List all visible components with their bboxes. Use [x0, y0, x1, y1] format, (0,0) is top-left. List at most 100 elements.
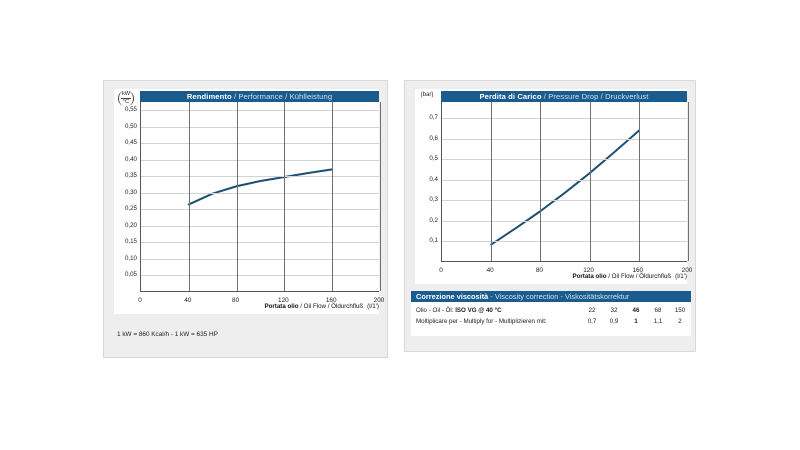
performance-title-alt: / Performance / Kühlleistung — [231, 92, 333, 101]
y-tick-label: 0,45 — [124, 139, 137, 147]
grid-line-vertical — [639, 102, 640, 261]
viscosity-row-multiplier: Moltiplicare per - Multiply for - Multip… — [416, 318, 547, 325]
iso-grade-value: 32 — [610, 307, 618, 314]
y-unit-denominator: °C — [122, 98, 130, 105]
pressure-drop-title-alt: / Pressure Drop / Druckverlust — [541, 92, 649, 101]
multiplier-value: 0,7 — [587, 318, 597, 325]
grid-line-horizontal — [141, 209, 379, 210]
y-tick-label: 0,55 — [124, 106, 137, 114]
multiplier-value: 0,9 — [609, 318, 619, 325]
grid-line-vertical — [491, 102, 492, 261]
grid-line-vertical — [189, 102, 190, 291]
x-label-main: Portata olio — [572, 273, 607, 280]
y-tick-label: 0,7 — [429, 114, 438, 122]
iso-label-plain: Olio - Oil - Öl: — [416, 307, 456, 314]
y-axis-unit-pressure: (bar) — [420, 92, 434, 98]
performance-x-axis-label: Portata olio / Oil Flow / Öldurchfluß (l/… — [169, 303, 379, 310]
viscosity-header-alt: - Viscosity correction - Viskositätskorr… — [488, 292, 630, 301]
grid-line-horizontal — [442, 241, 687, 242]
grid-line-horizontal — [141, 160, 379, 161]
iso-grade-value: 150 — [674, 307, 686, 314]
y-tick-label: 0,25 — [124, 205, 137, 213]
iso-grade-value: 22 — [588, 307, 596, 314]
y-tick-label: 0,5 — [429, 155, 438, 163]
grid-line-vertical — [688, 102, 689, 261]
iso-grade-value: 68 — [654, 307, 662, 314]
viscosity-correction-table: Correzione viscosità - Viscosity correct… — [411, 291, 691, 336]
grid-line-horizontal — [442, 180, 687, 181]
y-tick-label: 0,40 — [124, 155, 137, 163]
x-label-alt: / Oil Flow / Öldurchfluß — [606, 273, 672, 280]
pressure-drop-title-bar: Perdita di Carico / Pressure Drop / Druc… — [441, 91, 687, 102]
iso-grade-value: 46 — [632, 307, 640, 314]
pressure-drop-panel: (bar) Perdita di Carico / Pressure Drop … — [404, 80, 696, 352]
performance-title-main: Rendimento — [186, 92, 232, 101]
multiplier-value: 1,1 — [653, 318, 663, 325]
grid-line-horizontal — [141, 193, 379, 194]
grid-line-horizontal — [442, 139, 687, 140]
y-axis-unit-performance: kW °C — [114, 91, 138, 107]
y-tick-label: 0,6 — [429, 134, 438, 142]
y-tick-label: 0,30 — [124, 188, 137, 196]
pressure-drop-curve — [490, 129, 640, 246]
y-tick-label: 0,1 — [429, 237, 438, 245]
pressure-drop-chart: (bar) Perdita di Carico / Pressure Drop … — [415, 89, 692, 284]
iso-label-bold: ISO VG @ 40 °C — [455, 307, 502, 314]
y-tick-label: 0,4 — [429, 175, 438, 183]
grid-line-horizontal — [442, 118, 687, 119]
y-tick-label: 0,35 — [124, 172, 137, 180]
viscosity-row-iso: Olio - Oil - Öl: ISO VG @ 40 °C — [416, 307, 502, 314]
grid-line-vertical — [590, 102, 591, 261]
pressure-drop-x-axis-label: Portata olio / Oil Flow / Öldurchfluß (l/… — [477, 273, 687, 280]
performance-curve-svg — [187, 168, 334, 206]
grid-line-vertical — [284, 102, 285, 291]
x-tick-label: 120 — [278, 297, 289, 304]
y-tick-label: 0,15 — [124, 238, 137, 246]
multiplier-value: 1 — [634, 318, 638, 325]
pressure-drop-plot-area — [441, 102, 689, 262]
grid-line-horizontal — [141, 259, 379, 260]
grid-line-horizontal — [442, 159, 687, 160]
y-unit-numerator: kW — [120, 91, 132, 100]
x-tick-label: 80 — [535, 267, 543, 274]
y-tick-label: 0,10 — [124, 254, 137, 262]
y-tick-label: 0,05 — [124, 271, 137, 279]
performance-curve — [187, 168, 334, 206]
grid-line-horizontal — [442, 221, 687, 222]
x-tick-label: 0 — [439, 267, 443, 274]
x-tick-label: 0 — [138, 297, 142, 304]
x-tick-label: 80 — [232, 297, 240, 304]
x-tick-label: 200 — [373, 297, 385, 304]
grid-line-vertical — [332, 102, 333, 291]
x-label-main: Portata olio — [264, 303, 299, 310]
x-label-unit: (l/1') — [675, 273, 687, 280]
x-label-unit: (l/1') — [367, 303, 379, 310]
grid-line-horizontal — [141, 226, 379, 227]
grid-line-horizontal — [141, 242, 379, 243]
performance-title-bar: Rendimento / Performance / Kühlleistung — [140, 91, 379, 102]
multiplier-value: 2 — [678, 318, 682, 325]
viscosity-header-main: Correzione viscosità — [416, 292, 489, 301]
grid-line-horizontal — [141, 127, 379, 128]
conversion-note: 1 kW = 860 Kcal/h - 1 kW = 635 HP — [117, 331, 218, 338]
viscosity-body: Olio - Oil - Öl: ISO VG @ 40 °C Moltipli… — [411, 302, 691, 330]
x-tick-label: 120 — [583, 267, 594, 274]
pressure-drop-curve-svg — [490, 129, 640, 246]
grid-line-horizontal — [141, 176, 379, 177]
x-tick-label: 200 — [681, 267, 693, 274]
grid-line-horizontal — [141, 275, 379, 276]
grid-line-vertical — [540, 102, 541, 261]
grid-line-horizontal — [141, 110, 379, 111]
performance-panel: kW °C Rendimento / Performance / Kühllei… — [103, 80, 388, 358]
y-tick-label: 0,2 — [429, 216, 438, 224]
x-tick-label: 160 — [632, 267, 644, 274]
grid-line-vertical — [380, 102, 381, 291]
x-tick-label: 160 — [325, 297, 337, 304]
y-tick-label: 0,20 — [124, 221, 137, 229]
y-tick-label: 0,50 — [124, 122, 137, 130]
grid-line-horizontal — [442, 200, 687, 201]
x-tick-label: 40 — [486, 267, 494, 274]
x-tick-label: 40 — [184, 297, 192, 304]
x-label-alt: / Oil Flow / Öldurchfluß — [298, 303, 364, 310]
